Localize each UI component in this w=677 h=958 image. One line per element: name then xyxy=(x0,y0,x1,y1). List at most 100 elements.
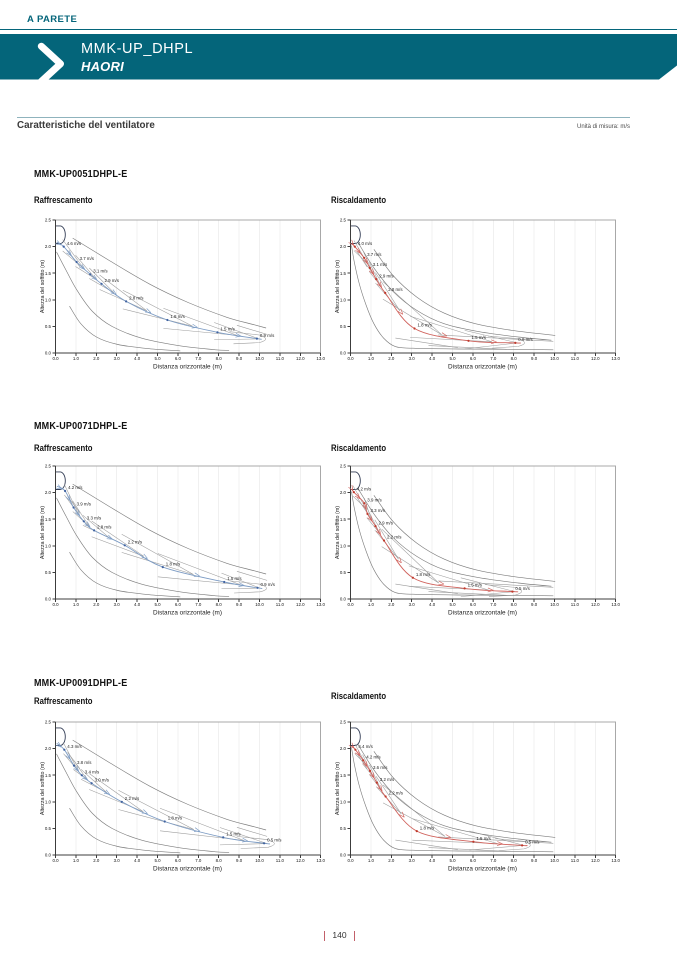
svg-text:8.0: 8.0 xyxy=(511,602,518,607)
svg-text:11.0: 11.0 xyxy=(571,858,580,863)
svg-text:0.5: 0.5 xyxy=(45,324,52,329)
svg-text:4.0: 4.0 xyxy=(134,602,141,607)
svg-text:Distanza orizzontale (m): Distanza orizzontale (m) xyxy=(448,866,517,873)
svg-text:0.9 m/s: 0.9 m/s xyxy=(260,333,275,338)
svg-text:4.0 m/s: 4.0 m/s xyxy=(358,241,373,246)
svg-text:1.0: 1.0 xyxy=(45,297,52,302)
svg-text:2.5: 2.5 xyxy=(45,218,52,223)
svg-text:0.0: 0.0 xyxy=(340,853,347,858)
svg-text:5.0: 5.0 xyxy=(154,356,161,361)
svg-text:8.0: 8.0 xyxy=(216,858,223,863)
svg-text:4.2 m/s: 4.2 m/s xyxy=(366,755,381,760)
svg-text:0.0: 0.0 xyxy=(347,858,354,863)
svg-text:2.0: 2.0 xyxy=(388,356,395,361)
svg-text:2.5: 2.5 xyxy=(45,464,52,469)
svg-text:0.0: 0.0 xyxy=(347,356,354,361)
svg-text:7.0: 7.0 xyxy=(490,602,497,607)
svg-text:4.3 m/s: 4.3 m/s xyxy=(67,744,82,749)
svg-text:3.3 m/s: 3.3 m/s xyxy=(371,508,386,513)
svg-text:4.2 m/s: 4.2 m/s xyxy=(357,486,372,491)
svg-text:4.0: 4.0 xyxy=(134,858,141,863)
svg-text:Altezza del soffitto (m): Altezza del soffitto (m) xyxy=(335,260,341,313)
svg-text:1.8 m/s: 1.8 m/s xyxy=(416,572,431,577)
svg-text:8.0: 8.0 xyxy=(216,356,223,361)
svg-text:3.1 m/s: 3.1 m/s xyxy=(93,269,108,274)
svg-text:3.2 m/s: 3.2 m/s xyxy=(380,777,395,782)
svg-text:3.9 m/s: 3.9 m/s xyxy=(367,497,382,502)
svg-text:7.0: 7.0 xyxy=(490,858,497,863)
svg-text:2.0: 2.0 xyxy=(93,356,100,361)
svg-text:2.5: 2.5 xyxy=(45,720,52,725)
svg-text:10.0: 10.0 xyxy=(550,602,559,607)
svg-text:10.0: 10.0 xyxy=(550,858,559,863)
svg-text:10.0: 10.0 xyxy=(550,356,559,361)
svg-text:0.5: 0.5 xyxy=(340,324,347,329)
svg-text:3.0: 3.0 xyxy=(409,602,416,607)
svg-text:2.0: 2.0 xyxy=(93,858,100,863)
svg-text:2.0: 2.0 xyxy=(45,490,52,495)
svg-text:0.5 m/s: 0.5 m/s xyxy=(525,840,540,845)
svg-text:0.0: 0.0 xyxy=(45,351,52,356)
svg-text:0.0: 0.0 xyxy=(347,602,354,607)
svg-text:2.5: 2.5 xyxy=(340,218,347,223)
svg-text:4.4 m/s: 4.4 m/s xyxy=(358,744,373,749)
svg-text:1.0: 1.0 xyxy=(340,799,347,804)
svg-text:1.8 m/s: 1.8 m/s xyxy=(418,323,433,328)
svg-text:5.0: 5.0 xyxy=(154,602,161,607)
svg-text:9.0: 9.0 xyxy=(236,356,243,361)
svg-text:6.0: 6.0 xyxy=(470,602,477,607)
svg-text:3.0 m/s: 3.0 m/s xyxy=(95,777,110,782)
svg-text:1.5 m/s: 1.5 m/s xyxy=(476,836,491,841)
svg-text:1.5 m/s: 1.5 m/s xyxy=(220,327,235,332)
svg-text:5.0: 5.0 xyxy=(449,858,456,863)
svg-text:1.0: 1.0 xyxy=(45,799,52,804)
svg-text:0.0: 0.0 xyxy=(52,356,59,361)
svg-text:12.0: 12.0 xyxy=(296,602,305,607)
svg-text:2.9 m/s: 2.9 m/s xyxy=(105,278,120,283)
svg-text:1.8 m/s: 1.8 m/s xyxy=(166,561,181,566)
svg-text:2.5: 2.5 xyxy=(340,464,347,469)
svg-text:5.0: 5.0 xyxy=(154,858,161,863)
svg-text:1.0: 1.0 xyxy=(368,602,375,607)
svg-text:4.2 m/s: 4.2 m/s xyxy=(68,485,83,490)
svg-text:3.0: 3.0 xyxy=(409,356,416,361)
svg-text:6.0: 6.0 xyxy=(175,602,182,607)
svg-text:10.0: 10.0 xyxy=(255,602,264,607)
svg-text:2.2 m/s: 2.2 m/s xyxy=(128,540,143,545)
svg-text:1.0: 1.0 xyxy=(340,297,347,302)
svg-text:6.0: 6.0 xyxy=(175,858,182,863)
svg-text:3.4 m/s: 3.4 m/s xyxy=(85,769,100,774)
svg-text:Altezza del soffitto (m): Altezza del soffitto (m) xyxy=(335,506,341,559)
svg-text:2.0: 2.0 xyxy=(340,746,347,751)
svg-text:Distanza orizzontale (m): Distanza orizzontale (m) xyxy=(153,610,222,617)
svg-text:1.0: 1.0 xyxy=(73,356,80,361)
svg-text:0.5: 0.5 xyxy=(340,826,347,831)
svg-text:13.0: 13.0 xyxy=(611,356,620,361)
svg-text:0.0: 0.0 xyxy=(52,858,59,863)
svg-text:10.0: 10.0 xyxy=(255,356,264,361)
svg-text:0.0: 0.0 xyxy=(340,351,347,356)
svg-text:1.0: 1.0 xyxy=(45,543,52,548)
svg-text:13.0: 13.0 xyxy=(611,602,620,607)
svg-text:3.0: 3.0 xyxy=(409,858,416,863)
svg-text:1.5 m/s: 1.5 m/s xyxy=(472,335,487,340)
svg-text:1.8 m/s: 1.8 m/s xyxy=(168,816,183,821)
svg-text:11.0: 11.0 xyxy=(571,356,580,361)
svg-text:2.9 m/s: 2.9 m/s xyxy=(379,520,394,525)
svg-text:3.0: 3.0 xyxy=(114,356,121,361)
svg-text:1.5 m/s: 1.5 m/s xyxy=(226,832,241,837)
svg-text:1.5: 1.5 xyxy=(45,517,52,522)
svg-text:Distanza orizzontale (m): Distanza orizzontale (m) xyxy=(153,364,222,371)
svg-text:4.0: 4.0 xyxy=(429,356,436,361)
svg-text:10.0: 10.0 xyxy=(255,858,264,863)
svg-text:0.5 m/s: 0.5 m/s xyxy=(267,838,282,843)
svg-text:0.0: 0.0 xyxy=(340,597,347,602)
svg-text:11.0: 11.0 xyxy=(276,858,285,863)
svg-text:6.0: 6.0 xyxy=(470,356,477,361)
svg-text:1.0: 1.0 xyxy=(73,858,80,863)
svg-text:12.0: 12.0 xyxy=(296,858,305,863)
svg-text:5.0: 5.0 xyxy=(449,356,456,361)
svg-text:12.0: 12.0 xyxy=(296,356,305,361)
svg-text:Altezza del soffitto (m): Altezza del soffitto (m) xyxy=(335,762,341,815)
svg-text:12.0: 12.0 xyxy=(591,602,600,607)
